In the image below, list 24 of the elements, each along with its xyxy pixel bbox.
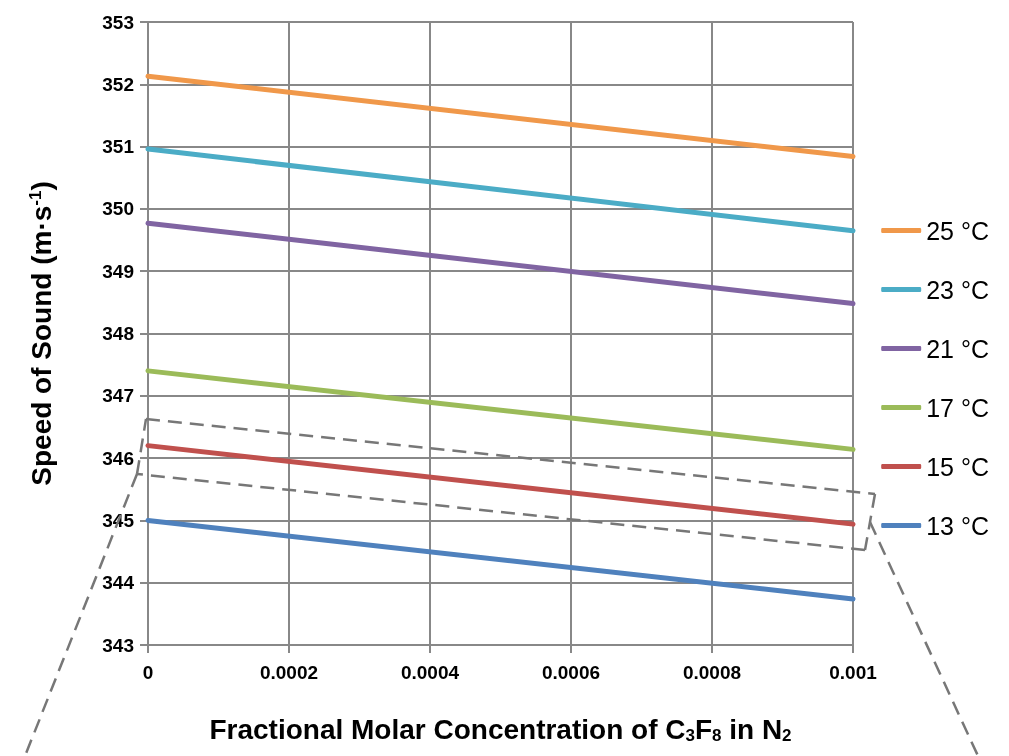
y-tick-label: 350 <box>102 198 134 220</box>
y-tick-label: 344 <box>102 572 135 594</box>
y-tick-label: 353 <box>102 11 134 33</box>
x-tick-label: 0.0004 <box>400 662 460 683</box>
y-tick-label: 348 <box>102 323 134 344</box>
y-tick-label: 347 <box>102 385 134 407</box>
y-tick-label: 349 <box>102 260 134 282</box>
legend-label: 17 °C <box>926 393 990 422</box>
x-tick-label: 0 <box>142 662 154 683</box>
legend-label: 25 °C <box>926 216 990 245</box>
legend-label: 15 °C <box>926 452 990 481</box>
y-axis-title: Speed of Sound (m·s-1) <box>26 181 57 486</box>
x-tick-label: 0.001 <box>829 662 878 683</box>
legend-label: 13 °C <box>926 511 990 540</box>
x-tick-label: 0.0008 <box>682 662 742 683</box>
y-tick-label: 352 <box>102 73 134 95</box>
x-tick-label: 0.0002 <box>259 662 319 683</box>
x-tick-label: 0.0006 <box>541 662 601 683</box>
y-tick-label: 343 <box>102 634 134 656</box>
legend-label: 23 °C <box>926 275 990 304</box>
y-tick-label: 351 <box>102 136 135 158</box>
x-axis-title: Fractional Molar Concentration of C3F8 in N2 <box>209 714 792 745</box>
y-tick-label: 346 <box>102 447 134 469</box>
legend-label: 21 °C <box>926 334 990 363</box>
